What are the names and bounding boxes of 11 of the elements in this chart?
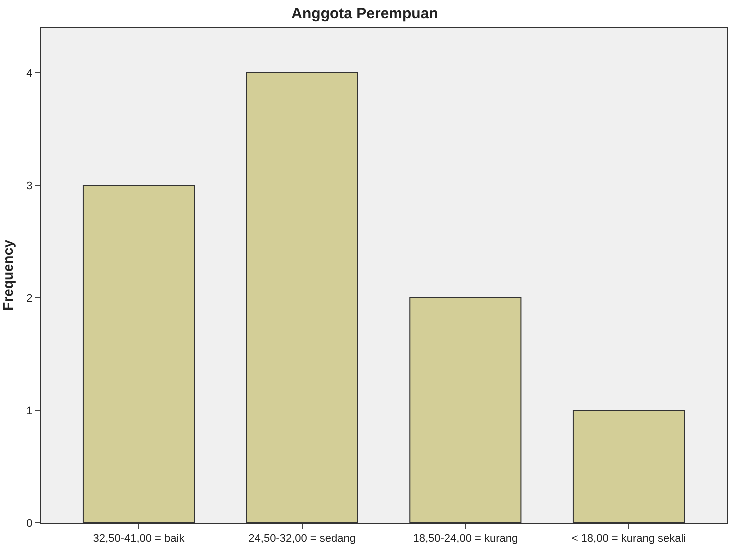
x-tick-label: 18,50-24,00 = kurang bbox=[413, 533, 518, 546]
x-tick-label: < 18,00 = kurang sekali bbox=[572, 533, 686, 546]
y-axis-title: Frequency bbox=[0, 240, 16, 311]
x-tick-label: 24,50-32,00 = sedang bbox=[248, 533, 356, 546]
chart-title: Anggota Perempuan bbox=[292, 6, 438, 23]
y-tick-label: 4 bbox=[26, 68, 33, 80]
x-tick-label: 32,50-41,00 = baik bbox=[93, 533, 186, 546]
y-tick-label: 3 bbox=[26, 180, 33, 192]
y-tick-label: 2 bbox=[26, 292, 33, 305]
y-tick-label: 1 bbox=[26, 405, 33, 418]
y-tick-label: 0 bbox=[26, 518, 33, 530]
